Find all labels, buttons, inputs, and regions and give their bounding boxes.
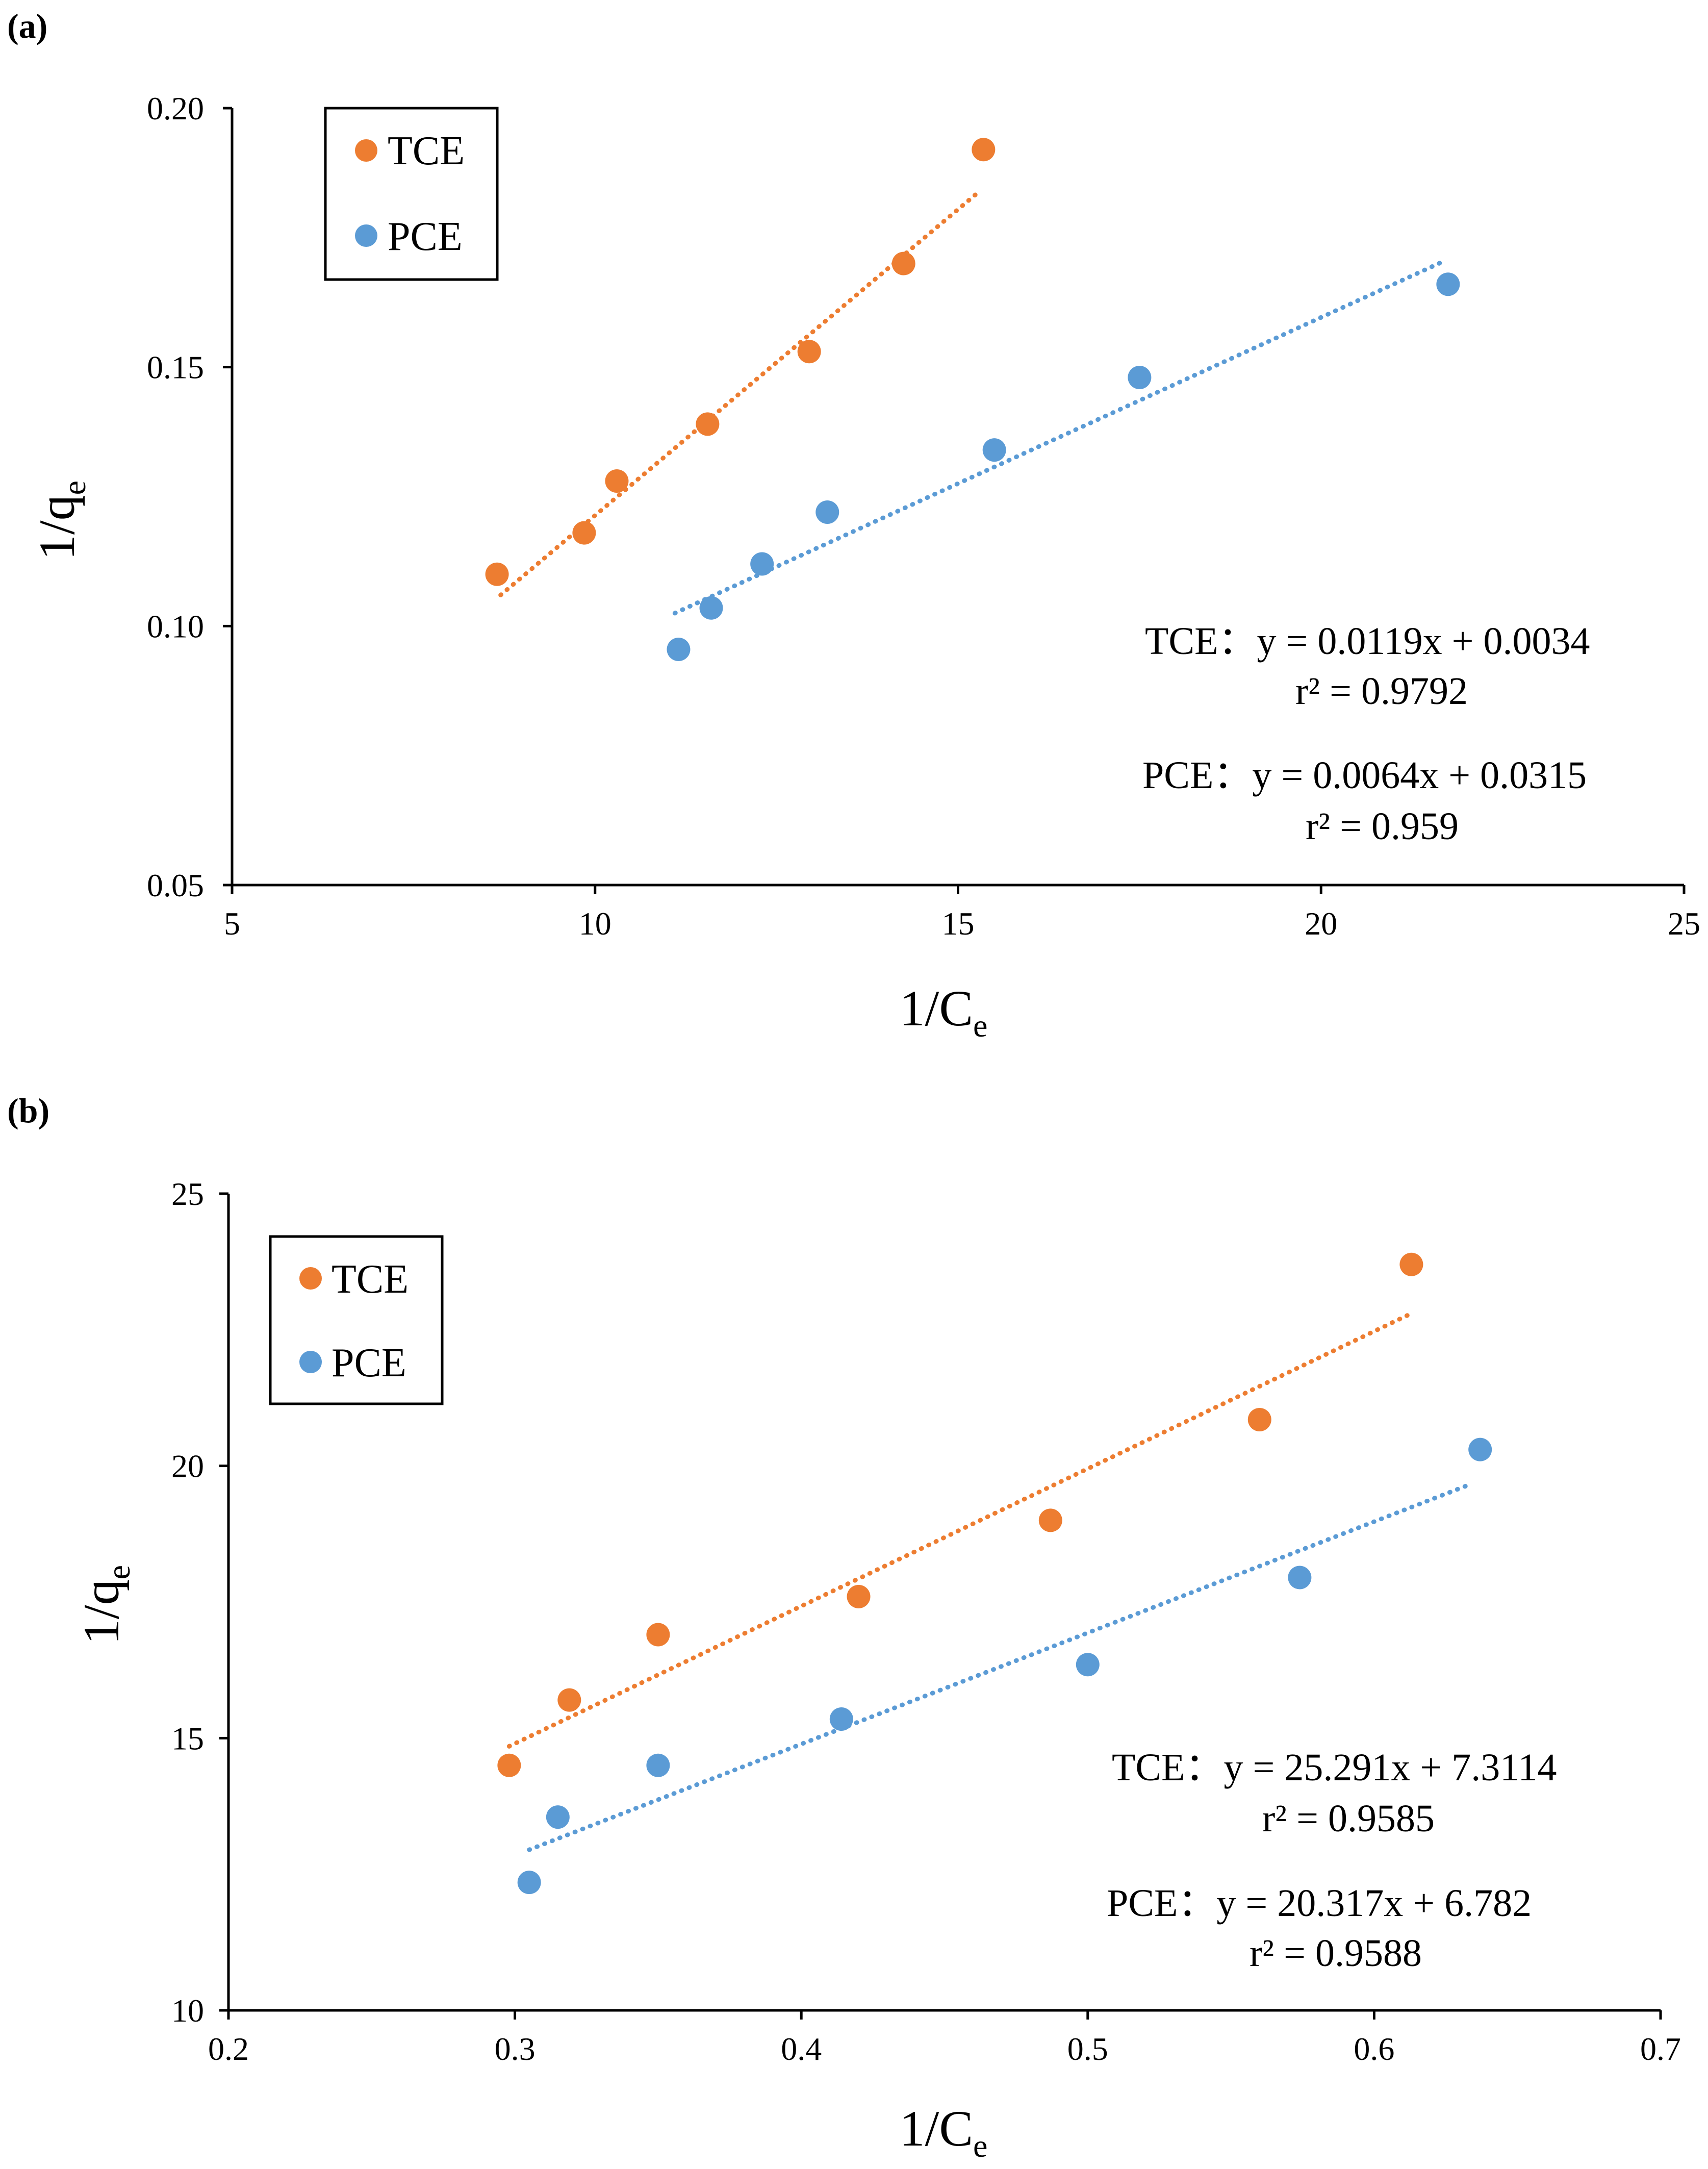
equation-tce: TCE：y = 25.291x + 7.3114 bbox=[1112, 1746, 1557, 1789]
data-point-pce bbox=[1468, 1437, 1492, 1461]
legend-a: TCE PCE bbox=[324, 107, 499, 281]
y-axis-title: 1/qe bbox=[29, 481, 92, 560]
legend-box bbox=[324, 107, 499, 281]
y-tick-label: 20 bbox=[171, 1448, 204, 1484]
x-tick-label: 5 bbox=[224, 905, 240, 942]
legend-label-pce: PCE bbox=[388, 214, 463, 259]
data-point-tce bbox=[972, 138, 996, 162]
r2-pce: r² = 0.959 bbox=[1306, 805, 1459, 848]
trendlines-a bbox=[498, 188, 1447, 616]
y-axis-title: 1/qe bbox=[73, 1565, 137, 1645]
trendline-pce bbox=[527, 1482, 1471, 1852]
y-tick-label: 0.15 bbox=[147, 349, 204, 386]
ticks-b: 0.2 0.3 0.4 0.5 0.6 0.7 10 15 20 25 bbox=[171, 1176, 1681, 2067]
x-tick-label: 0.3 bbox=[495, 2031, 536, 2067]
x-tick-label: 20 bbox=[1305, 905, 1337, 942]
data-point-tce bbox=[646, 1623, 670, 1647]
trendlines-b bbox=[506, 1311, 1471, 1852]
x-tick-label: 10 bbox=[579, 905, 611, 942]
chart-panel-a: (a) 5 10 15 20 25 0.05 0.10 0.15 0.20 1/Ce 1/qe … bbox=[0, 0, 1708, 1084]
data-point-pce bbox=[646, 1753, 670, 1777]
data-point-tce bbox=[797, 340, 821, 364]
data-point-tce bbox=[1399, 1252, 1423, 1276]
data-point-tce bbox=[605, 469, 629, 493]
data-point-tce bbox=[1247, 1407, 1271, 1431]
legend-label-tce: TCE bbox=[332, 1257, 409, 1302]
chart-a-svg: (a) 5 10 15 20 250.050.100.150.20 1/Ce 1/qe … bbox=[7, 7, 1700, 1044]
x-axis-title: 1/Ce bbox=[900, 2100, 988, 2164]
data-point-pce bbox=[1128, 365, 1152, 389]
x-tick-label: 0.7 bbox=[1640, 2031, 1681, 2067]
data-point-pce bbox=[667, 638, 691, 662]
legend-label-pce: PCE bbox=[332, 1341, 406, 1385]
legend-marker-tce bbox=[355, 139, 377, 162]
legend-marker-pce bbox=[355, 224, 377, 247]
data-point-tce bbox=[557, 1688, 581, 1712]
trendline-tce bbox=[506, 1311, 1414, 1749]
x-tick-label: 25 bbox=[1668, 905, 1700, 942]
y-tick-label: 0.05 bbox=[147, 867, 204, 903]
equation-pce: PCE：y = 20.317x + 6.782 bbox=[1107, 1882, 1532, 1925]
data-point-pce bbox=[829, 1707, 853, 1731]
data-point-pce bbox=[699, 596, 723, 620]
data-point-pce bbox=[1076, 1653, 1100, 1677]
x-tick-label: 15 bbox=[942, 905, 975, 942]
x-tick-label: 0.5 bbox=[1067, 2031, 1108, 2067]
data-point-tce bbox=[1038, 1508, 1062, 1532]
data-point-tce bbox=[485, 562, 509, 586]
data-point-tce bbox=[572, 521, 596, 545]
data-point-pce bbox=[982, 438, 1006, 462]
data-point-pce bbox=[546, 1805, 570, 1829]
data-point-pce bbox=[815, 500, 839, 524]
legend-label-tce: TCE bbox=[388, 129, 465, 173]
y-tick-label: 25 bbox=[171, 1176, 204, 1212]
chart-b-svg: (b) 0.2 0.3 0.4 0.5 0.6 0.7 10 15 20 25 1/Ce 1/qe… bbox=[7, 1091, 1681, 2164]
y-tick-label: 0.20 bbox=[147, 90, 204, 127]
trendline-pce bbox=[672, 259, 1447, 616]
data-point-tce bbox=[696, 412, 720, 436]
x-tick-label: 0.6 bbox=[1354, 2031, 1394, 2067]
data-point-tce bbox=[497, 1753, 521, 1777]
r2-tce: r² = 0.9585 bbox=[1262, 1797, 1435, 1840]
y-tick-label: 0.10 bbox=[147, 608, 204, 644]
legend-marker-tce bbox=[299, 1267, 322, 1290]
y-tick-label: 15 bbox=[171, 1720, 204, 1756]
axes-b bbox=[227, 1194, 1661, 2012]
legend-marker-pce bbox=[299, 1351, 322, 1373]
panel-label-b: (b) bbox=[7, 1091, 49, 1130]
x-axis-title: 1/Ce bbox=[900, 980, 988, 1044]
legend-box bbox=[269, 1235, 444, 1405]
data-point-pce bbox=[517, 1871, 541, 1895]
data-point-pce bbox=[1436, 272, 1460, 296]
ticks-a: 5 10 15 20 25 0.05 0.10 0.15 0.20 bbox=[147, 90, 1700, 942]
points-b bbox=[497, 1252, 1492, 1895]
data-point-tce bbox=[847, 1584, 871, 1608]
x-tick-label: 0.4 bbox=[781, 2031, 822, 2067]
points-a bbox=[485, 138, 1460, 662]
r2-tce: r² = 0.9792 bbox=[1295, 670, 1468, 713]
chart-panel-b: (b) 0.2 0.3 0.4 0.5 0.6 0.7 10 15 20 25 1/Ce 1/qe… bbox=[0, 1084, 1708, 2169]
equation-pce: PCE：y = 0.0064x + 0.0315 bbox=[1142, 754, 1587, 797]
x-tick-label: 0.2 bbox=[208, 2031, 249, 2067]
data-point-tce bbox=[891, 251, 915, 275]
data-point-pce bbox=[750, 552, 774, 576]
panel-label-a: (a) bbox=[7, 7, 47, 45]
data-point-pce bbox=[1288, 1566, 1312, 1590]
y-tick-label: 10 bbox=[171, 1993, 204, 2029]
equation-tce: TCE：y = 0.0119x + 0.0034 bbox=[1145, 620, 1590, 663]
r2-pce: r² = 0.9588 bbox=[1250, 1932, 1422, 1975]
legend-b: TCE PCE bbox=[269, 1235, 444, 1405]
